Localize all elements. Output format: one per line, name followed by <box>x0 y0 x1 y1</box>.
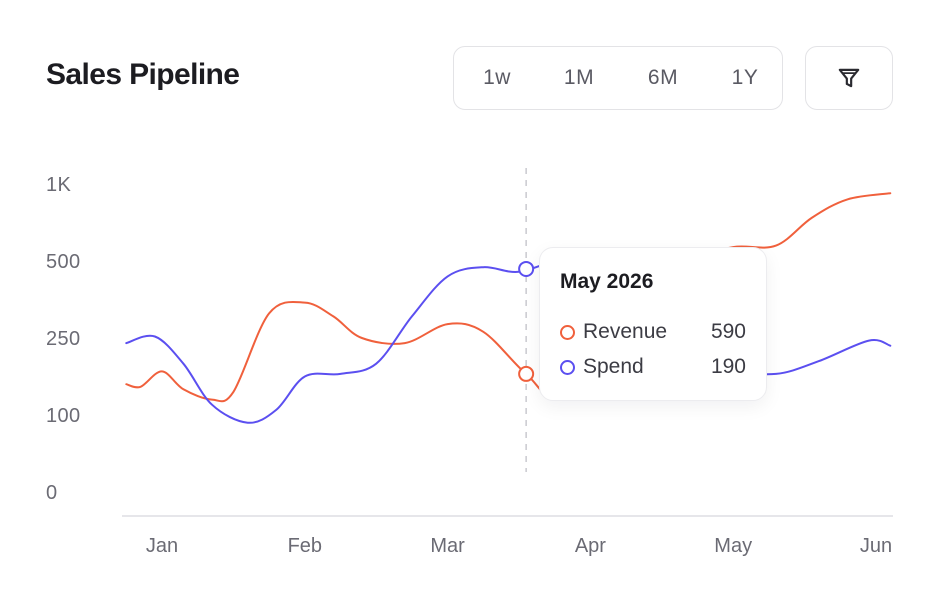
time-range-selector: 1w 1M 6M 1Y <box>453 46 783 110</box>
x-tick-label: Jun <box>860 535 892 557</box>
series-group <box>125 192 892 424</box>
tooltip-row-spend: Spend 190 <box>560 355 746 381</box>
range-1w-button[interactable]: 1w <box>483 66 511 89</box>
range-6m-button[interactable]: 6M <box>647 66 679 89</box>
hover-markers <box>518 260 535 382</box>
revenue-dot-icon <box>560 325 575 340</box>
tooltip-label: Revenue <box>583 320 668 343</box>
spend-dot-icon <box>560 360 575 375</box>
x-axis: Jan Feb Mar Apr May Jun <box>146 535 892 557</box>
range-1m-button[interactable]: 1M <box>563 66 595 89</box>
x-tick-label: Mar <box>430 535 465 557</box>
y-tick-label: 100 <box>46 405 81 427</box>
range-1y-button[interactable]: 1Y <box>731 66 759 89</box>
tooltip-value: 590 <box>710 320 746 343</box>
x-tick-label: Jan <box>146 535 178 557</box>
y-tick-label: 500 <box>46 251 81 273</box>
hover-point-revenue[interactable] <box>518 365 535 382</box>
page-title: Sales Pipeline <box>46 58 240 91</box>
x-tick-label: Feb <box>288 535 322 557</box>
series-line-spend <box>125 251 892 424</box>
series-line-revenue <box>125 192 892 403</box>
x-tick-label: Apr <box>575 535 606 557</box>
tooltip-value: 190 <box>710 355 746 378</box>
tooltip-row-revenue: Revenue 590 <box>560 320 746 346</box>
y-axis: 0 100 250 500 1K <box>46 174 81 504</box>
y-tick-label: 1K <box>46 174 72 196</box>
hover-point-spend[interactable] <box>518 260 535 277</box>
y-tick-label: 250 <box>46 328 81 350</box>
filter-button[interactable] <box>805 46 893 110</box>
tooltip-title: May 2026 <box>560 270 654 293</box>
x-tick-label: May <box>714 535 752 557</box>
y-tick-label: 0 <box>46 482 58 504</box>
tooltip-label: Spend <box>583 355 644 378</box>
filter-funnel-icon <box>838 68 860 88</box>
chart-tooltip: May 2026 Revenue 590 Spend 190 <box>539 247 767 401</box>
